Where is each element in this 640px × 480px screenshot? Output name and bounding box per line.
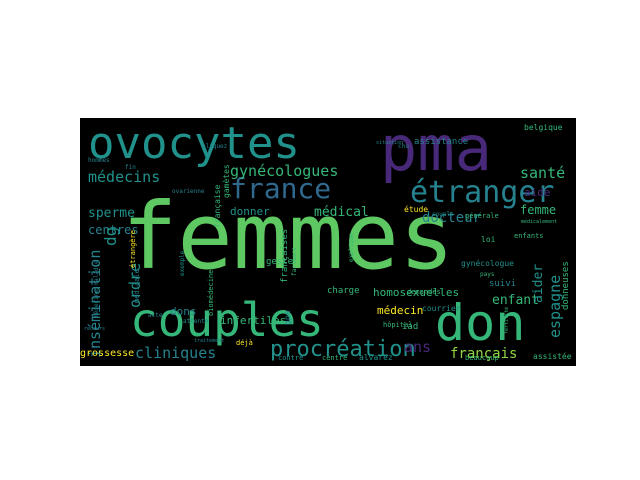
cloud-word: dg xyxy=(101,227,120,246)
cloud-word: insémination xyxy=(86,250,104,358)
cloud-word: chu xyxy=(398,143,409,150)
cloud-word: enfants xyxy=(514,232,544,240)
cloud-word: attente xyxy=(183,318,209,325)
cloud-word: médical xyxy=(314,205,369,220)
cloud-word: ans xyxy=(404,338,431,356)
cloud-word: femmes xyxy=(122,183,454,290)
cloud-word: pays xyxy=(480,271,495,278)
cloud-word: médecine maladie xyxy=(93,260,100,318)
cloud-word: gamètes xyxy=(221,164,231,198)
cloud-word: homosexuelles xyxy=(373,286,459,299)
cloud-word: ovocytes xyxy=(88,118,300,169)
cloud-word: couple xyxy=(432,211,454,218)
cloud-word: don xyxy=(435,294,525,352)
cloud-word: étranger xyxy=(410,175,555,210)
cloud-word: aider xyxy=(531,264,546,303)
cloud-word: déjà xyxy=(236,339,253,347)
cloud-word: médecins xyxy=(88,168,160,186)
cloud-word: assistée xyxy=(533,351,572,361)
cloud-word: donneuses xyxy=(561,261,571,310)
cloud-word: courrier xyxy=(422,304,461,313)
cloud-word: iad xyxy=(402,322,418,332)
cloud-word: centres xyxy=(88,223,139,237)
cloud-word: recours xyxy=(84,326,105,332)
cloud-word: acte xyxy=(148,312,163,319)
cloud-background xyxy=(80,118,576,366)
cloud-word: santé xyxy=(520,164,565,182)
cloud-word: enfant xyxy=(492,293,539,308)
cloud-word: suivi xyxy=(489,279,516,289)
cloud-word: ovarienne xyxy=(172,188,205,195)
cloud-word: françaises xyxy=(280,229,290,283)
cloud-word: fertilité xyxy=(503,307,510,334)
cloud-word: cliniques xyxy=(135,344,216,362)
cloud-word: hommes xyxy=(88,157,110,164)
cloud-word: procréation xyxy=(270,337,416,362)
cloud-word: contre xyxy=(278,354,303,362)
cloud-word: sperme xyxy=(88,206,135,221)
cloud-word: facteurs xyxy=(291,247,298,276)
cloud-word: espagne xyxy=(546,275,564,338)
cloud-word: alvarez xyxy=(359,353,393,362)
cloud-word: fin xyxy=(125,164,136,171)
cloud-word: couples xyxy=(130,293,324,347)
cloud-word: gynécologue xyxy=(461,258,514,268)
cloud-word: belgique xyxy=(524,123,563,132)
cloud-word: gpa xyxy=(283,310,292,325)
cloud-word: loi xyxy=(481,235,496,244)
cloud-word: geste xyxy=(266,257,293,267)
cloud-word: biomédecine xyxy=(207,270,215,316)
cloud-word: traitement xyxy=(194,338,224,344)
cloud-word: beaucoup xyxy=(465,354,499,362)
cloud-word: française xyxy=(213,184,222,228)
cloud-word: demandes xyxy=(407,288,441,296)
cloud-word: aide xyxy=(524,186,551,199)
cloud-word: exemple xyxy=(179,250,186,276)
cloud-word: français xyxy=(450,346,517,362)
cloud-word: docteur xyxy=(422,210,481,226)
cloud-word: générale xyxy=(465,212,499,220)
cloud-word: charge xyxy=(327,286,360,296)
cloud-word: grossesse xyxy=(80,348,134,359)
cloud-word: assistance xyxy=(414,137,468,147)
cloud-word: centre xyxy=(322,354,347,362)
cloud-word: étude xyxy=(404,204,428,214)
cloud-word: dons xyxy=(170,305,197,318)
cloud-word: pma xyxy=(380,118,492,185)
cloud-word: infertiles xyxy=(220,314,286,327)
cloud-word: médecin xyxy=(377,304,423,317)
cloud-word: médicale xyxy=(133,269,141,303)
cloud-word: france xyxy=(230,172,331,205)
cloud-word: explique xyxy=(348,233,355,262)
cloud-word: femme xyxy=(520,203,556,217)
cloud-word: médicalement xyxy=(521,218,557,225)
cloud-word: hôpital xyxy=(383,321,413,329)
cloud-word: cliquez xyxy=(202,143,228,150)
word-cloud-image: femmes pma ovocytes couples don étranger franc… xyxy=(80,118,576,366)
cloud-word: gynécologues xyxy=(230,162,338,180)
cloud-word: ordre xyxy=(126,263,144,308)
cloud-word: donner xyxy=(230,205,270,218)
cloud-word: situation xyxy=(376,140,403,146)
cloud-word: étrangère xyxy=(129,230,137,268)
